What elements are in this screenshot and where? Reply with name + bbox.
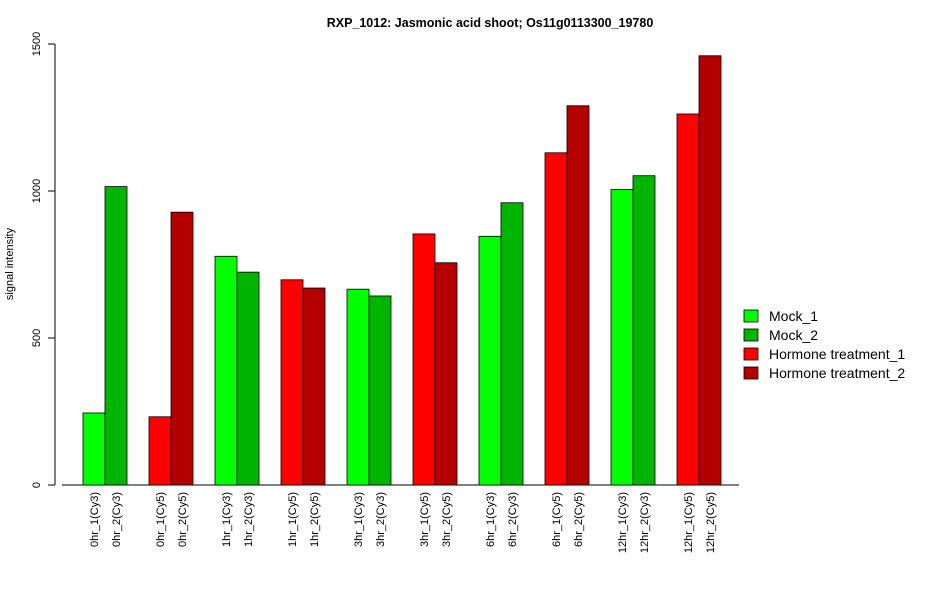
bar	[346, 288, 370, 486]
bar	[368, 295, 392, 486]
bar	[104, 186, 128, 486]
bar	[82, 412, 106, 486]
x-tick-label: 6hr_2(Cy5)	[573, 492, 585, 547]
legend-label: Mock_1	[769, 308, 818, 324]
legend-label: Mock_2	[769, 327, 818, 343]
bar	[236, 271, 260, 486]
legend-label: Hormone treatment_1	[769, 346, 905, 362]
y-tick-label: 1000	[31, 179, 43, 203]
bar	[676, 113, 700, 486]
x-tick-label: 12hr_1(Cy3)	[617, 492, 629, 553]
x-tick-label: 6hr_2(Cy3)	[507, 492, 519, 547]
bars-group	[82, 55, 722, 486]
y-tick-label: 1500	[31, 32, 43, 56]
bar	[610, 189, 634, 486]
x-tick-label: 0hr_2(Cy3)	[111, 492, 123, 547]
x-tick-label: 3hr_1(Cy5)	[419, 492, 431, 547]
x-tick-label: 12hr_1(Cy5)	[683, 492, 695, 553]
x-tick-label: 1hr_2(Cy5)	[309, 492, 321, 547]
x-tick-label: 0hr_2(Cy5)	[177, 492, 189, 547]
x-tick-label: 3hr_2(Cy3)	[375, 492, 387, 547]
x-tick-label: 0hr_1(Cy3)	[89, 492, 101, 547]
legend-swatch	[743, 347, 759, 361]
y-tick-label: 0	[31, 482, 43, 488]
bar	[170, 211, 194, 486]
bar	[280, 279, 304, 486]
bar	[148, 416, 172, 486]
legend: Mock_1 Mock_2 Hormone treatment_1 Hormone t…	[743, 308, 905, 381]
bar	[566, 105, 590, 486]
legend-label: Hormone treatment_2	[769, 365, 905, 381]
x-tick-label: 3hr_1(Cy3)	[353, 492, 365, 547]
bar	[214, 255, 238, 486]
x-tick-label: 1hr_2(Cy3)	[243, 492, 255, 547]
bar	[478, 235, 502, 486]
x-tick-label: 12hr_2(Cy5)	[705, 492, 717, 553]
x-tick-label: 3hr_2(Cy5)	[441, 492, 453, 547]
bar	[698, 55, 722, 486]
x-tick-label: 6hr_1(Cy3)	[485, 492, 497, 547]
bar	[632, 175, 656, 486]
y-tick-label: 500	[31, 329, 43, 347]
x-tick-labels: 0hr_1(Cy3) 0hr_2(Cy3) 0hr_1(Cy5) 0hr_2(Cy5)…	[89, 492, 717, 553]
bar	[412, 233, 436, 486]
chart-title: RXP_1012: Jasmonic acid shoot; Os11g0113…	[327, 16, 654, 30]
bar	[302, 287, 326, 486]
x-tick-label: 0hr_1(Cy5)	[155, 492, 167, 547]
x-tick-label: 1hr_1(Cy3)	[221, 492, 233, 547]
x-tick-label: 6hr_1(Cy5)	[551, 492, 563, 547]
bar	[500, 202, 524, 486]
bar	[434, 262, 458, 486]
y-axis-label: signal intensity	[4, 227, 16, 300]
legend-swatch	[743, 328, 759, 342]
y-axis: 0 500 1000 1500	[31, 32, 56, 488]
x-tick-label: 1hr_1(Cy5)	[287, 492, 299, 547]
bar	[544, 152, 568, 486]
x-tick-label: 12hr_2(Cy3)	[639, 492, 651, 553]
legend-swatch	[743, 309, 759, 323]
legend-swatch	[743, 366, 759, 380]
